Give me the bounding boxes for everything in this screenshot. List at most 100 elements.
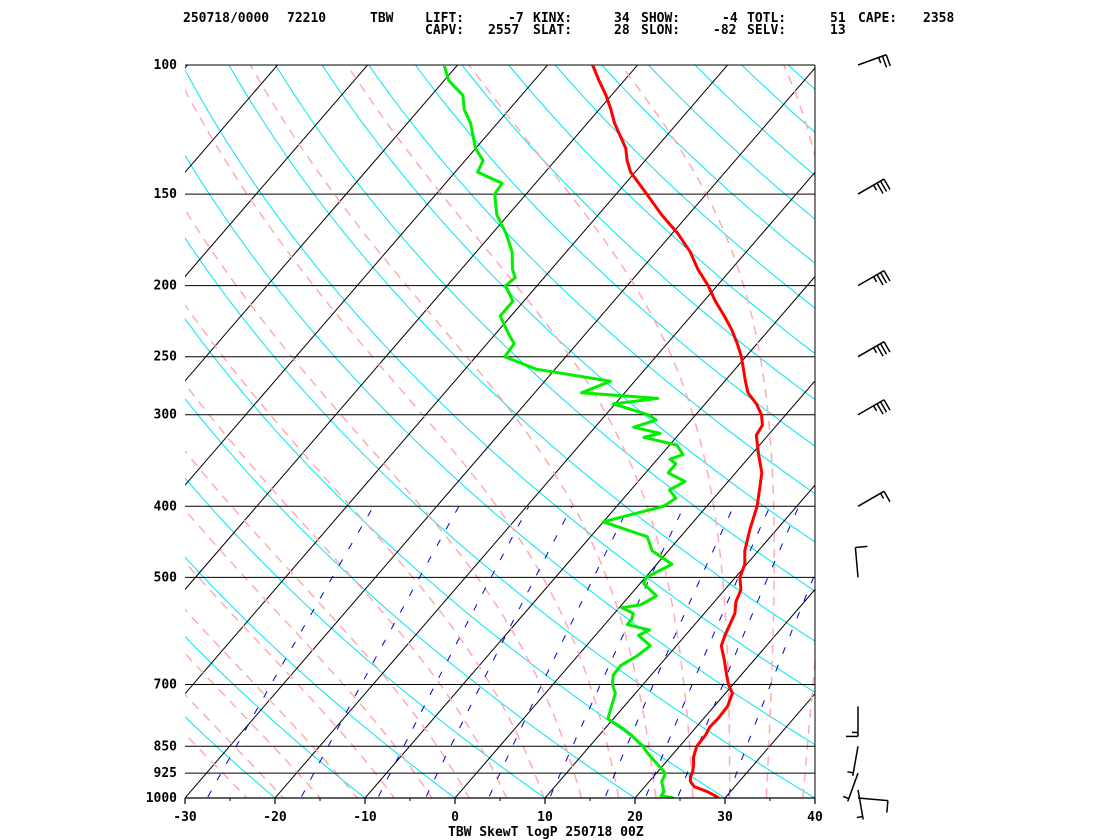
row2-field-0: CAPV: — [425, 23, 465, 38]
moist-adiabat-line — [185, 693, 285, 798]
row1-field-2: TBW — [370, 11, 394, 26]
moist-adiabat-line — [619, 65, 776, 798]
temp-label-40: 40 — [807, 810, 823, 825]
dry-adiabat-line — [185, 477, 546, 798]
row1-field-0: 250718/0000 — [183, 11, 270, 26]
temp-label--20: -20 — [263, 810, 287, 825]
temp-label--30: -30 — [173, 810, 197, 825]
isotherm-line — [544, 484, 815, 798]
temp-label-20: 20 — [627, 810, 643, 825]
moist-adiabat-line — [185, 561, 396, 798]
isotherm-line — [185, 65, 279, 174]
row1-field-1: 72210 — [287, 11, 327, 26]
dry-adiabat-line — [817, 49, 1120, 814]
dry-adiabat-line — [694, 65, 815, 177]
wind-barb-850 — [847, 746, 859, 776]
row1-field-5: KINX: — [533, 11, 573, 26]
dry-adiabat-line — [368, 65, 815, 495]
temp-label-10: 10 — [537, 810, 553, 825]
moist-adiabat-line — [185, 733, 248, 798]
mixing-ratio-line — [644, 506, 771, 798]
pressure-label-200: 200 — [154, 279, 178, 294]
moist-adiabat-line — [782, 65, 815, 798]
dry-adiabat-line — [185, 797, 186, 798]
pressure-label-150: 150 — [154, 187, 178, 202]
wind-barb-925 — [842, 772, 859, 802]
isotherm-line — [724, 692, 815, 798]
wind-barb-500 — [854, 545, 868, 578]
mixing-ratio-line — [604, 506, 735, 798]
mixing-ratio-line — [377, 506, 530, 798]
wind-barb-975 — [856, 789, 864, 820]
dry-adiabat-line — [647, 65, 815, 220]
mixing-ratio-line — [487, 506, 630, 798]
mixing-ratio-line — [676, 506, 800, 798]
moist-adiabat-line — [346, 65, 694, 798]
temperature-axis: -30 -20 -10 0 10 20 30 40 — [173, 65, 823, 825]
isotherm-line — [185, 65, 459, 382]
dry-adiabat-line — [461, 65, 815, 401]
chart-background-lines — [0, 49, 1120, 814]
isotherm-line — [274, 171, 815, 798]
dry-adiabat-line — [228, 65, 815, 642]
isotherm-line — [185, 65, 549, 486]
dewpoint-trace — [442, 65, 687, 798]
isotherm-line — [892, 49, 1120, 814]
mixing-ratio-line — [206, 506, 374, 798]
dry-adiabat-line — [601, 65, 815, 264]
wind-barb-150 — [857, 178, 891, 195]
temp-label-30: 30 — [717, 810, 733, 825]
moist-adiabat-line — [468, 65, 731, 798]
row1-field-3: LIFT: — [425, 11, 465, 26]
wind-barb-200 — [857, 270, 891, 287]
temperature-trace — [591, 65, 764, 798]
dry-adiabat-line — [185, 716, 276, 798]
dry-adiabat-line — [740, 65, 815, 133]
pressure-label-1000: 1000 — [146, 791, 177, 806]
row1-field-12: 2358 — [923, 11, 955, 26]
row1-field-8: -4 — [722, 11, 738, 26]
pressure-label-850: 850 — [154, 739, 178, 754]
isotherm-line — [364, 275, 815, 798]
moist-adiabat-line — [185, 508, 433, 798]
moist-adiabat-line — [185, 303, 545, 798]
row2-field-1: 2557 — [488, 23, 520, 38]
row2-field-5: -82 — [713, 23, 737, 38]
mixing-ratio-line — [300, 506, 460, 798]
pressure-label-100: 100 — [154, 58, 178, 73]
moist-adiabat-line — [185, 88, 620, 798]
isotherm-line — [0, 49, 22, 814]
wind-barb-400 — [857, 490, 891, 507]
pressure-label-925: 925 — [154, 766, 177, 781]
pressure-label-700: 700 — [154, 677, 178, 692]
isotherm-line — [185, 65, 639, 591]
sounding-header: 250718/0000 72210 TBW LIFT: -7 KINX: 34 SHOW: -4… — [0, 0, 1120, 40]
temp-label--10: -10 — [353, 810, 377, 825]
mixing-ratio-line — [549, 506, 685, 798]
wind-barb-300 — [857, 399, 891, 416]
isotherm-line — [185, 65, 189, 69]
wind-barb-750 — [846, 706, 859, 738]
pressure-label-300: 300 — [154, 408, 178, 423]
mixing-ratio-line — [726, 572, 815, 798]
dry-adiabat-line — [185, 556, 456, 798]
pressure-label-250: 250 — [154, 350, 178, 365]
row1-field-10: 51 — [830, 11, 846, 26]
pressure-label-500: 500 — [154, 570, 178, 585]
dry-adiabat-line — [321, 65, 815, 543]
isotherm-line — [185, 65, 729, 695]
isotherm-line — [185, 67, 815, 798]
moist-adiabat-line — [185, 450, 471, 798]
sounding-traces — [442, 65, 764, 798]
wind-barbs — [842, 54, 891, 820]
isotherm-line — [185, 65, 369, 278]
isotherm-line — [454, 380, 815, 798]
dry-adiabat-line — [185, 68, 815, 693]
row1-field-6: 34 — [614, 11, 630, 26]
isotherm-line — [634, 588, 815, 798]
row2-field-2: SLAT: — [533, 23, 573, 38]
wind-barb-250 — [857, 341, 891, 358]
moist-adiabat-line — [185, 382, 508, 798]
isotherm-line — [0, 49, 112, 814]
